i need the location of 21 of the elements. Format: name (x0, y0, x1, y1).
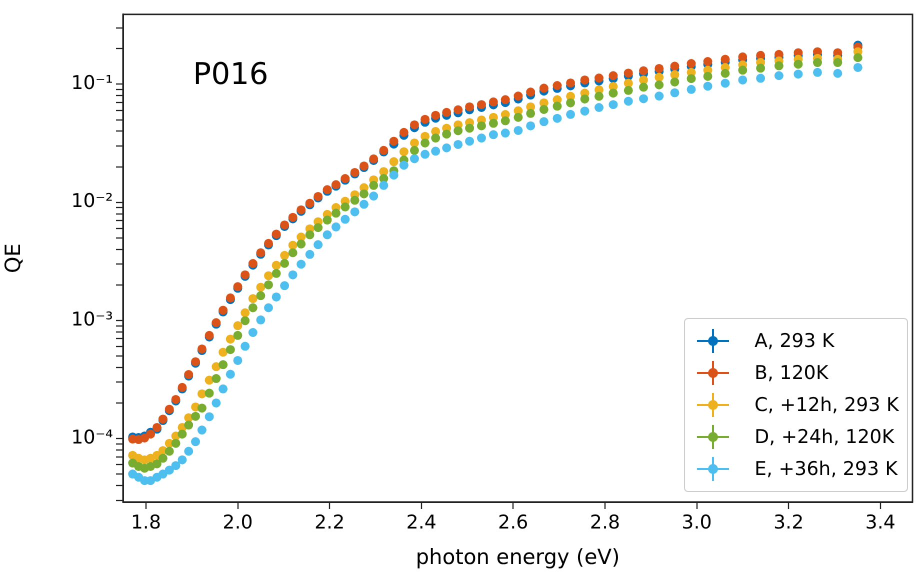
y-tick-label: 10⁻⁴ (71, 426, 114, 448)
legend-label: E, +36h, 293 K (754, 458, 898, 480)
x-axis-title: photon energy (eV) (416, 544, 620, 569)
y-axis-title: QE (1, 243, 26, 274)
x-tick-label: 1.8 (130, 511, 162, 534)
x-tick-label: 3.4 (865, 511, 896, 534)
y-tick-label: 10⁻³ (71, 308, 113, 330)
x-tick-label: 3.0 (682, 511, 712, 534)
x-tick-label: 2.4 (406, 511, 436, 534)
y-tick-label: 10⁻¹ (71, 72, 113, 94)
x-tick-label: 2.2 (314, 511, 345, 534)
x-tick-label: 2.6 (498, 511, 528, 534)
y-tick-label: 10⁻² (71, 190, 113, 212)
x-tick-label: 2.8 (590, 511, 620, 534)
annotation: P016 (193, 57, 268, 92)
x-tick-label: 3.2 (773, 511, 804, 534)
legend-label: C, +12h, 293 K (754, 394, 899, 416)
legend-label: D, +24h, 120K (754, 426, 894, 448)
legend-label: B, 120K (754, 362, 828, 384)
legend-label: A, 293 K (754, 330, 834, 352)
x-tick-label: 2.0 (222, 511, 253, 534)
